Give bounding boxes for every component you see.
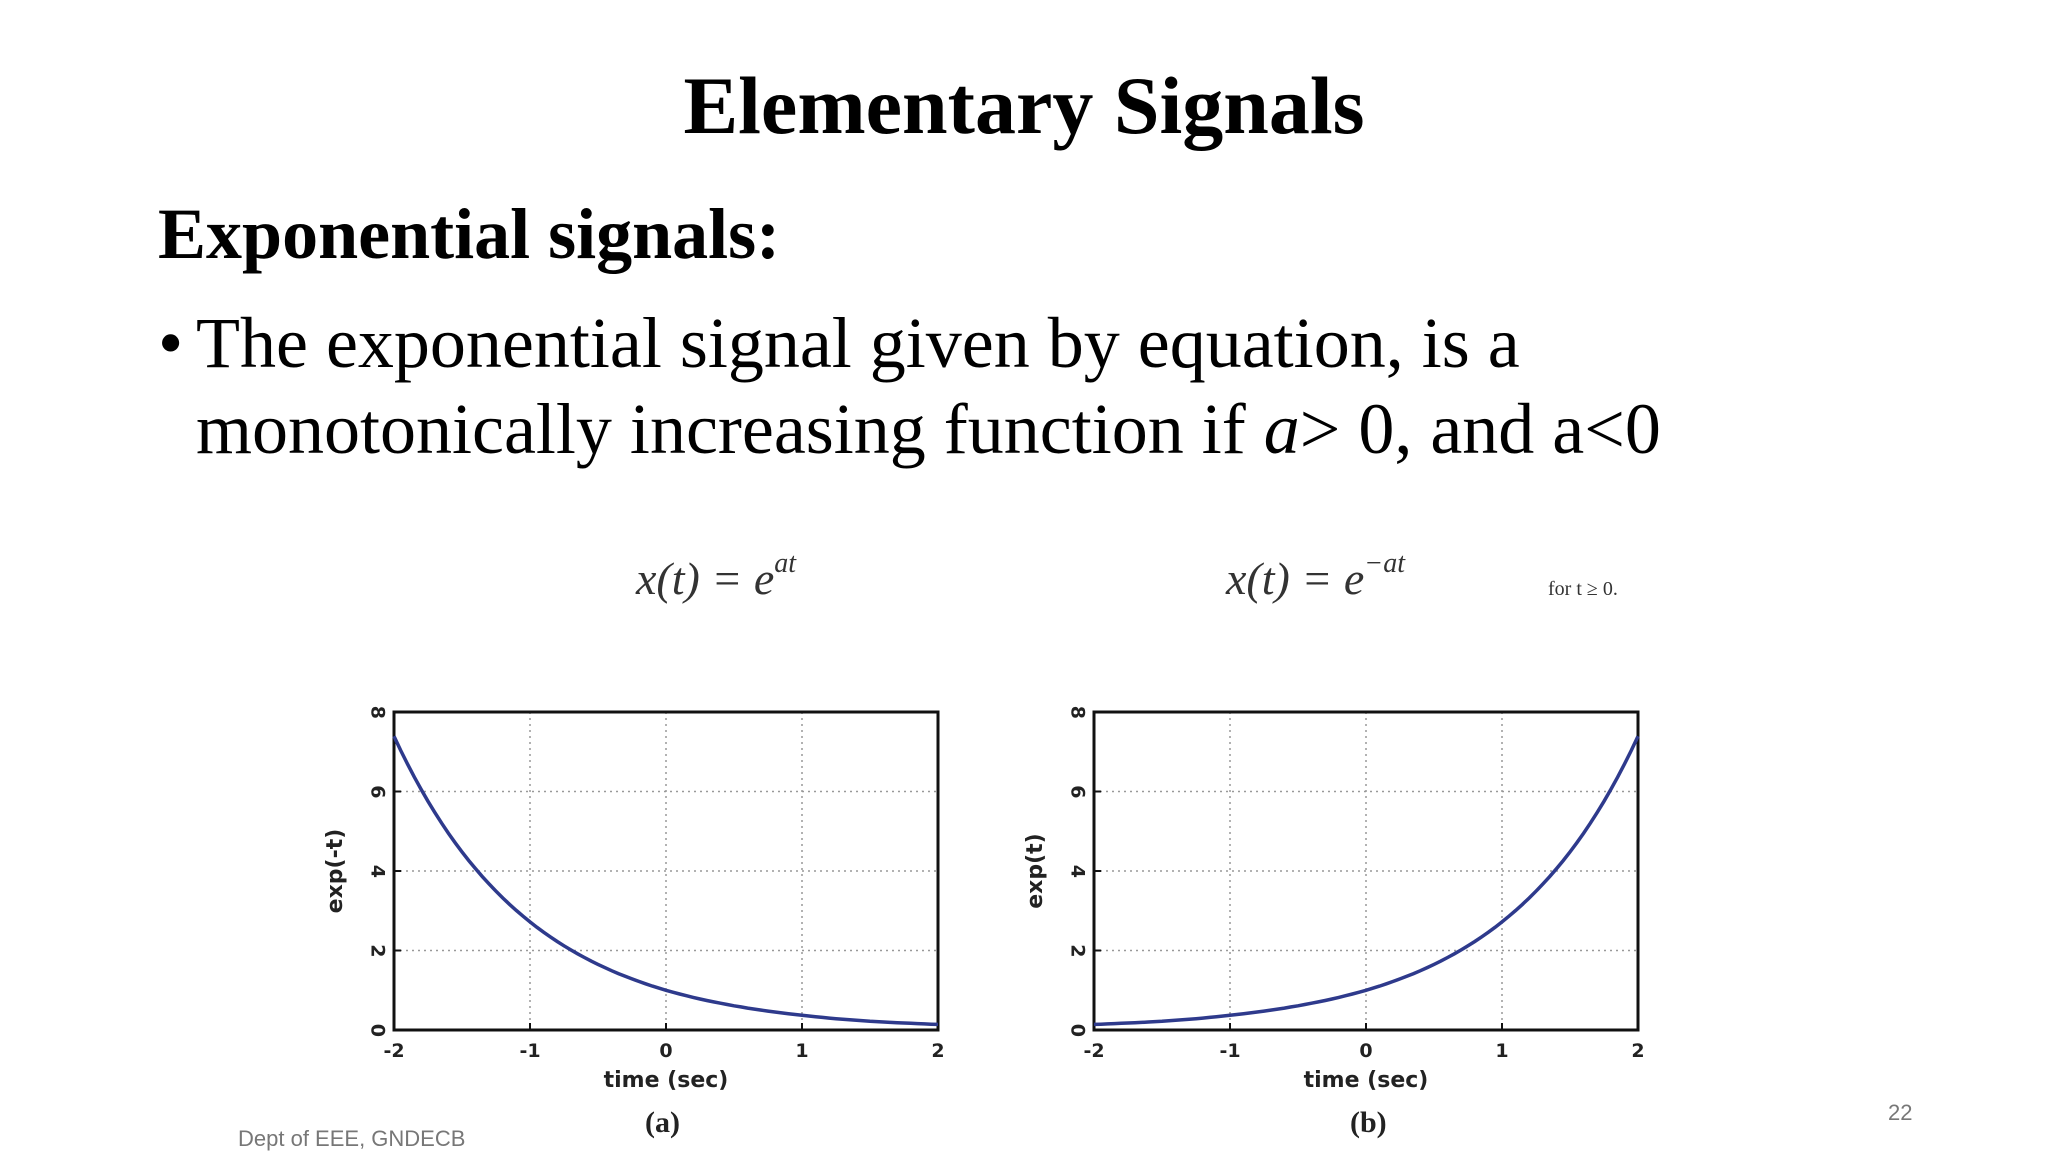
chart-a-ytick-label-1: 2 bbox=[367, 944, 389, 957]
bullet-dot-icon: • bbox=[158, 303, 184, 383]
chart-a-xtick-label-3: 1 bbox=[795, 1040, 808, 1062]
chart-a-ylabel: exp(-t) bbox=[323, 829, 348, 914]
chart-b-xlabel: time (sec) bbox=[1304, 1068, 1429, 1093]
condition-note: for t ≥ 0. bbox=[1548, 578, 1618, 600]
chart-b-ylabel: exp(t) bbox=[1023, 833, 1048, 909]
bullet-text-suffix: > 0, and a<0 bbox=[1299, 389, 1661, 469]
panel-label-a: (a) bbox=[645, 1106, 680, 1139]
chart-a-xtick-label-1: -1 bbox=[519, 1040, 540, 1062]
chart-a-xtick-label-2: 0 bbox=[659, 1040, 672, 1062]
chart-b-ytick-label-3: 6 bbox=[1067, 785, 1089, 798]
chart-a-xtick-label-0: -2 bbox=[383, 1040, 404, 1062]
chart-b-ytick-label-4: 8 bbox=[1067, 706, 1089, 719]
chart-b-xtick-label-1: -1 bbox=[1219, 1040, 1240, 1062]
chart-b-xtick-label-0: -2 bbox=[1083, 1040, 1104, 1062]
bullet-text-prefix: The exponential signal given by equation… bbox=[196, 303, 1520, 469]
formula-right-lhs: x(t) = e bbox=[1226, 553, 1365, 604]
chart-b-xtick-label-4: 2 bbox=[1631, 1040, 1644, 1062]
bullet-point: • The exponential signal given by equati… bbox=[158, 300, 1938, 472]
chart-b-xtick-label-2: 0 bbox=[1359, 1040, 1372, 1062]
panel-label-b: (b) bbox=[1350, 1106, 1387, 1139]
formula-left-lhs: x(t) = e bbox=[636, 553, 775, 604]
chart-a-ytick-label-2: 4 bbox=[367, 865, 389, 878]
chart-b-xtick-label-3: 1 bbox=[1495, 1040, 1508, 1062]
chart-a-xtick-label-4: 2 bbox=[931, 1040, 944, 1062]
formula-left-exponent: at bbox=[774, 548, 797, 579]
chart-a-ytick-label-0: 0 bbox=[367, 1024, 389, 1037]
chart-a-xlabel: time (sec) bbox=[604, 1068, 729, 1093]
chart-a-ytick-label-3: 6 bbox=[367, 785, 389, 798]
formula-left: x(t) = eat bbox=[636, 548, 796, 605]
formula-right-exponent: −at bbox=[1364, 548, 1405, 579]
chart-b-ytick-label-0: 0 bbox=[1067, 1024, 1089, 1037]
chart-b-ytick-label-2: 4 bbox=[1067, 865, 1089, 878]
footer-credit: Dept of EEE, GNDECB bbox=[238, 1126, 466, 1151]
formula-right: x(t) = e−at bbox=[1226, 548, 1405, 605]
bullet-text-var: a bbox=[1263, 389, 1300, 469]
chart-a-ytick-label-4: 8 bbox=[367, 706, 389, 719]
section-heading: Exponential signals: bbox=[158, 194, 781, 274]
slide-title: Elementary Signals bbox=[683, 60, 1365, 151]
chart-b-ytick-label-1: 2 bbox=[1067, 944, 1089, 957]
bullet-text: The exponential signal given by equation… bbox=[196, 300, 1938, 472]
page-number: 22 bbox=[1888, 1100, 1913, 1125]
